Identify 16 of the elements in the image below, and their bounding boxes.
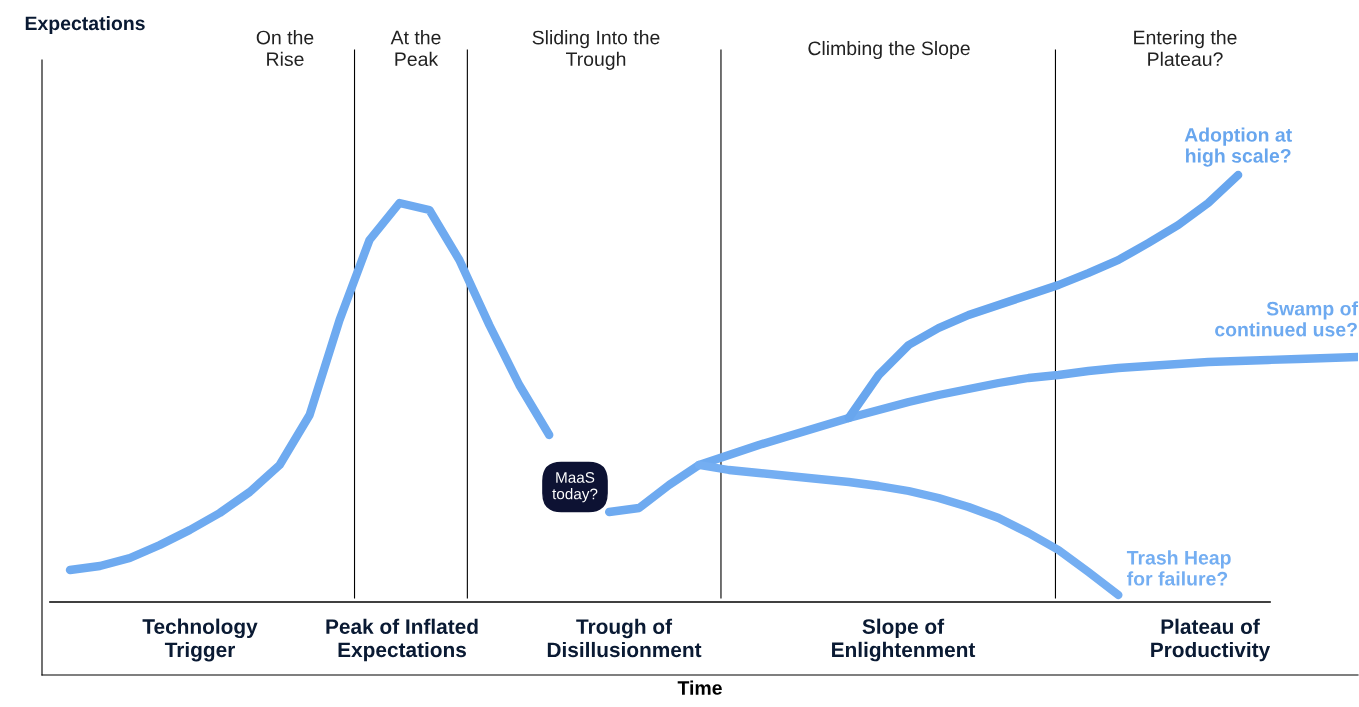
text: Sliding Into the Trough	[532, 30, 660, 70]
annotation: Slope of Enlightenment	[832, 618, 976, 662]
annotation: MaaS today?	[552, 472, 598, 503]
text: Climbing the Slope	[808, 40, 970, 60]
annotation: Peak of Inflated Expectations	[326, 618, 478, 662]
series-label: Adoption at high scale?	[1184, 127, 1292, 167]
series-label: Trash Heap for failure?	[1126, 550, 1231, 586]
text: Expectations	[25, 15, 145, 35]
annotation: Trough of Disillusionment	[547, 618, 702, 658]
series-label: Swamp of continued use?	[1215, 301, 1359, 337]
annotation: Technology Trigger	[142, 618, 258, 662]
text: Entering the Plateau?	[1134, 30, 1237, 67]
text: At the Peak	[390, 30, 441, 67]
annotation: Plateau of Productivity	[1151, 618, 1271, 662]
text: On the Rise	[256, 30, 314, 67]
x-axis-title: Time	[677, 680, 722, 695]
